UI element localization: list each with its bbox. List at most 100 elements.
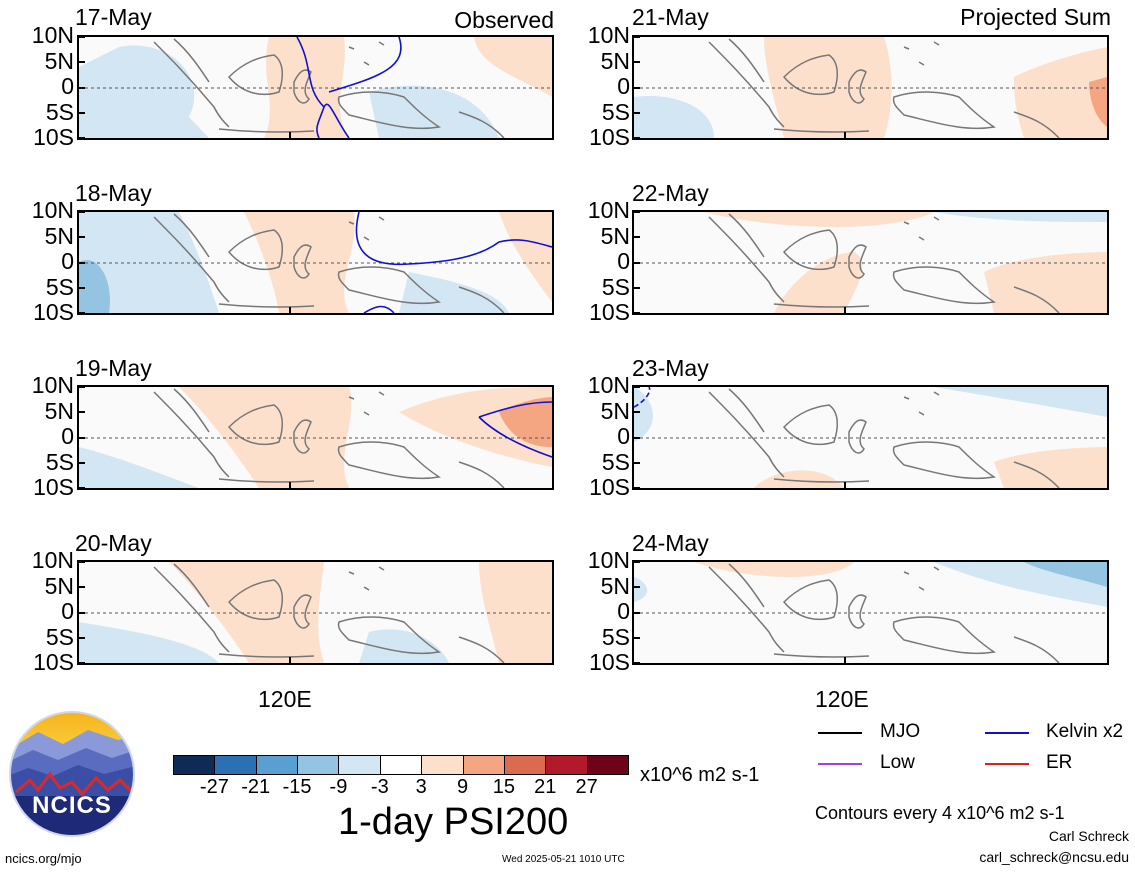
- coastline: [337, 441, 441, 480]
- colorbar-tick-label: -9: [329, 776, 348, 798]
- legend-line-er: [985, 763, 1029, 765]
- psi200-field: [634, 37, 1107, 138]
- lat-label: 10N: [587, 372, 630, 398]
- coastline: [348, 566, 385, 591]
- lat-label: 5N: [44, 572, 74, 599]
- lat-label: 10S: [589, 649, 630, 675]
- coastline: [728, 213, 765, 258]
- anomaly-shading: [499, 212, 552, 302]
- coastline: [773, 653, 870, 658]
- anomaly-shading: [1089, 77, 1107, 127]
- coastline: [848, 244, 867, 279]
- coastline: [892, 616, 996, 655]
- anomaly-shading: [634, 387, 653, 442]
- anomaly-shading: [474, 37, 552, 97]
- colorbar-swatch: [338, 755, 381, 775]
- coastline: [708, 391, 785, 478]
- coastline: [348, 41, 385, 66]
- coastline: [173, 38, 210, 83]
- psi200-field: [79, 562, 552, 663]
- coastline: [218, 478, 315, 483]
- coastline: [153, 566, 230, 653]
- coastline: [293, 244, 312, 279]
- panel-date-23-may: 23-May: [632, 355, 709, 381]
- contour-note: Contours every 4 x10^6 m2 s-1: [815, 803, 1065, 823]
- coastline: [218, 128, 315, 133]
- colorbar-swatch: [297, 755, 340, 775]
- anomaly-shading: [934, 387, 1107, 417]
- anomaly-shading: [634, 577, 648, 602]
- coastline: [848, 594, 867, 629]
- anomaly-shading: [774, 252, 863, 313]
- coastline: [848, 419, 867, 454]
- anomaly-shading: [704, 212, 934, 227]
- coastline: [218, 303, 315, 308]
- coastline: [782, 229, 839, 271]
- lat-label: 10S: [33, 299, 74, 325]
- anomaly-shading: [244, 212, 355, 313]
- coastline: [173, 388, 210, 433]
- coastline: [293, 69, 312, 104]
- psi200-field: [634, 212, 1107, 313]
- lat-label: 10S: [589, 124, 630, 150]
- author-email: carl_schreck@ncsu.edu: [979, 849, 1129, 865]
- kelvin-contour: [634, 387, 651, 408]
- anomaly-shading: [264, 37, 349, 138]
- map-panel-18-may: [77, 210, 554, 315]
- legend-label-er: ER: [1046, 752, 1073, 773]
- map-panel-21-may: [632, 35, 1109, 140]
- anomaly-shading: [754, 470, 844, 488]
- anomaly-shading: [479, 562, 552, 663]
- coastline: [227, 54, 284, 96]
- site-link[interactable]: ncics.org/mjo: [5, 851, 82, 866]
- coastline: [153, 391, 230, 478]
- kelvin-contour: [355, 212, 552, 313]
- lat-label: 5N: [44, 397, 74, 424]
- lat-label: 0: [61, 423, 74, 449]
- coastline: [848, 69, 867, 104]
- lat-label: 10N: [587, 22, 630, 48]
- coastline: [227, 404, 284, 446]
- coastline: [903, 41, 940, 66]
- lat-label: 10S: [33, 649, 74, 675]
- colorbar-swatch: [586, 755, 629, 775]
- logo-text: NCICS: [32, 792, 112, 819]
- lat-label: 5N: [600, 572, 630, 599]
- lat-label: 10N: [587, 197, 630, 223]
- anomaly-shading: [994, 447, 1107, 488]
- lat-label: 5N: [600, 397, 630, 424]
- coastline: [782, 404, 839, 446]
- lat-label: 0: [61, 598, 74, 624]
- coastline: [773, 478, 870, 483]
- colorbar-swatch: [173, 755, 216, 775]
- legend-line-kelvin: [985, 732, 1029, 734]
- colorbar-swatch: [214, 755, 257, 775]
- lon-label-left: 120E: [258, 686, 312, 712]
- lat-label: 5S: [601, 273, 630, 300]
- anomaly-shading: [1024, 562, 1107, 587]
- lat-label: 10N: [31, 22, 74, 48]
- anomaly-shading: [934, 212, 1107, 222]
- colorbar-tick-label: 15: [492, 776, 516, 798]
- coastline: [348, 391, 385, 416]
- psi200-field: [634, 562, 1107, 663]
- coastline: [153, 41, 230, 128]
- anomaly-shading: [499, 397, 552, 447]
- anomaly-shading: [369, 85, 499, 138]
- coastline: [708, 216, 785, 303]
- anomaly-shading: [79, 212, 219, 313]
- observed-header: Observed: [454, 7, 554, 33]
- psi200-field: [79, 37, 552, 138]
- coastline: [728, 563, 765, 608]
- panel-date-24-may: 24-May: [632, 530, 709, 556]
- colorbar-tick-label: 3: [415, 776, 427, 798]
- lat-label: 10S: [33, 474, 74, 500]
- lat-label: 5N: [44, 47, 74, 74]
- coastline: [728, 38, 765, 83]
- lat-label: 0: [617, 73, 630, 99]
- colorbar-tick-label: -21: [241, 776, 271, 798]
- coastline: [782, 579, 839, 621]
- colorbar-units: x10^6 m2 s-1: [640, 764, 760, 786]
- map-panel-24-may: [632, 560, 1109, 665]
- lat-label: 10S: [33, 124, 74, 150]
